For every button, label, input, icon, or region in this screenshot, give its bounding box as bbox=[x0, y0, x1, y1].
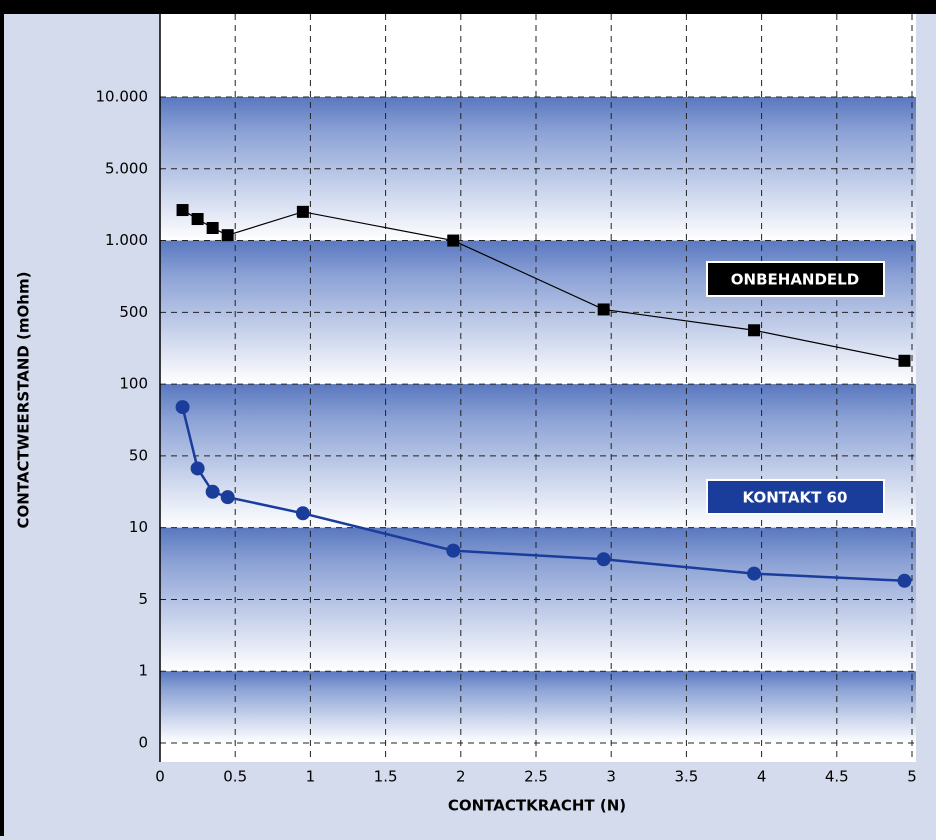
legend-label: KONTAKT 60 bbox=[743, 489, 848, 507]
point bbox=[220, 490, 235, 505]
point bbox=[296, 205, 309, 218]
point bbox=[175, 400, 190, 415]
y-tick-label: 5.000 bbox=[105, 159, 148, 177]
point bbox=[597, 303, 610, 316]
y-tick-label: 10.000 bbox=[96, 88, 149, 106]
y-tick-label: 1 bbox=[138, 662, 148, 680]
point bbox=[748, 324, 761, 337]
point bbox=[295, 506, 310, 521]
grid bbox=[159, 14, 916, 762]
point bbox=[191, 213, 204, 226]
point bbox=[897, 573, 912, 588]
x-tick-label: 0 bbox=[155, 768, 165, 786]
point bbox=[206, 221, 219, 234]
point bbox=[898, 354, 911, 367]
legend-box bbox=[706, 479, 885, 515]
point bbox=[205, 484, 220, 499]
point bbox=[596, 552, 611, 567]
x-tick-label: 3.5 bbox=[674, 768, 698, 786]
y-tick-label: 500 bbox=[119, 303, 148, 321]
left-border bbox=[0, 14, 4, 836]
x-tick-label: 3 bbox=[606, 768, 616, 786]
x-tick-label: 1.5 bbox=[374, 768, 398, 786]
x-tick-label: 4 bbox=[757, 768, 767, 786]
point bbox=[221, 229, 234, 242]
band bbox=[160, 671, 916, 743]
x-tick-label: 2 bbox=[456, 768, 466, 786]
x-tick-label: 0.5 bbox=[223, 768, 247, 786]
x-tick-label: 2.5 bbox=[524, 768, 548, 786]
y-tick-label: 5 bbox=[138, 590, 148, 608]
x-tick-label: 1 bbox=[306, 768, 316, 786]
point bbox=[747, 566, 762, 581]
point bbox=[190, 461, 205, 476]
bands bbox=[160, 97, 916, 743]
y-tick-label: 1.000 bbox=[105, 231, 148, 249]
point bbox=[446, 543, 461, 558]
x-axis-label: CONTACTKRACHT (N) bbox=[448, 797, 626, 815]
y-axis-label: CONTACTWEERSTAND (mOhm) bbox=[15, 272, 33, 529]
point bbox=[176, 204, 189, 217]
top-border bbox=[0, 0, 936, 14]
legend-box bbox=[706, 261, 885, 297]
legend-label: ONBEHANDELD bbox=[731, 271, 859, 289]
x-tick-label: 5 bbox=[907, 768, 917, 786]
x-tick-label: 4.5 bbox=[825, 768, 849, 786]
y-tick-label: 10 bbox=[129, 518, 148, 536]
y-tick-label: 0 bbox=[138, 734, 148, 752]
y-tick-label: 50 bbox=[129, 446, 148, 464]
y-tick-label: 100 bbox=[119, 375, 148, 393]
marks: ONBEHANDELD KONTAKT 60 bbox=[175, 204, 912, 588]
point bbox=[447, 234, 460, 247]
